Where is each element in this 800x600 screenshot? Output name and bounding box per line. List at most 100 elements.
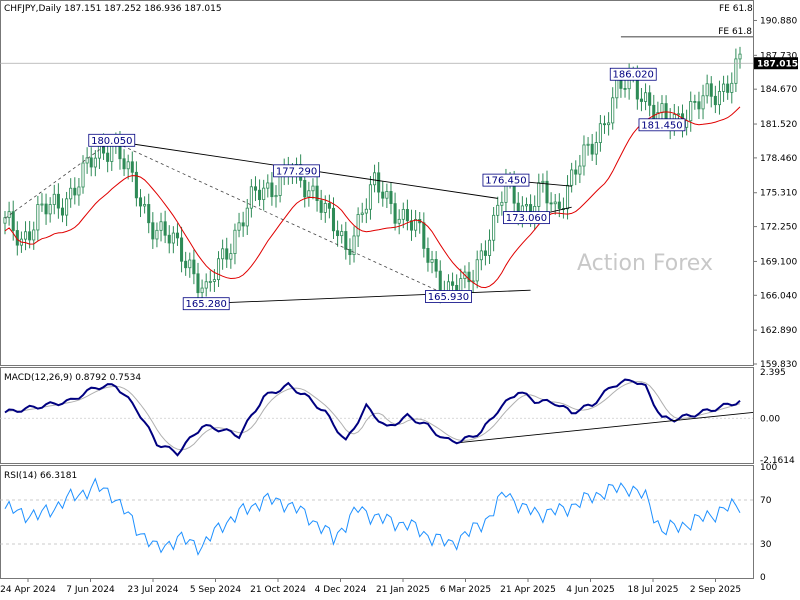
candle-body (652, 104, 656, 121)
price-annotation-box (482, 173, 530, 187)
price-tick-label: 187.730 (760, 51, 797, 61)
candle-body (713, 95, 717, 106)
candle-body (60, 207, 65, 216)
price-annotation-label: 177.290 (276, 166, 317, 177)
candle-body (578, 165, 582, 175)
candle-body (159, 221, 163, 231)
candle-body (221, 248, 225, 260)
candle-body (56, 193, 60, 209)
candle-body (184, 260, 188, 269)
rsi-line (4, 477, 741, 556)
candle-body (147, 204, 151, 224)
candle-body (689, 101, 693, 122)
candle-body (208, 281, 212, 283)
candle-body (303, 179, 307, 198)
price-annotation-label: 165.280 (186, 299, 227, 310)
candle-body (315, 185, 319, 202)
candle-body (385, 191, 389, 199)
macd-layer: MACD(12,26,9) 0.8792 0.7534 (0, 373, 754, 457)
candle-body (467, 271, 471, 283)
candle-body (364, 208, 368, 214)
candle-body (524, 204, 529, 207)
candle-body (44, 203, 48, 215)
price-annotation-box (273, 164, 320, 178)
price-annotation-box (609, 67, 657, 81)
candle-body (459, 278, 463, 293)
candle-body (446, 281, 450, 292)
candle-body (500, 201, 504, 206)
candle-body (249, 186, 253, 209)
candle-body (582, 144, 586, 167)
macd-trendline (460, 412, 754, 443)
price-tick-label: 162.890 (760, 326, 797, 336)
price-annotation-box (638, 118, 686, 132)
candle-body (352, 235, 356, 256)
candle-body (475, 259, 479, 282)
candle-body (377, 172, 381, 193)
price-tick-label: 159.830 (760, 360, 797, 370)
price-annotation-box (425, 290, 472, 303)
candle-body (274, 195, 278, 198)
price-annotation-label: 181.450 (641, 120, 682, 131)
candle-body (611, 97, 615, 124)
candle-body (426, 248, 430, 263)
candle-body (307, 190, 311, 198)
candle-body (397, 218, 401, 224)
axis-layer: 190.880 187.730 184.670 181.520 178.460 175.3… (0, 16, 798, 595)
candle-body (163, 221, 167, 236)
candle-body (319, 200, 323, 213)
fe-top-label: FE 61.8 (719, 4, 753, 14)
candle-body (496, 204, 500, 216)
candle-body (89, 157, 93, 168)
candle-body (409, 220, 414, 231)
candle-body (311, 185, 315, 192)
candle-body (434, 259, 438, 272)
candle-body (48, 204, 52, 215)
candle-body (574, 169, 578, 175)
candle-body (368, 184, 372, 210)
candle-body (225, 248, 229, 260)
symbol-header: CHFJPY,Daily 187.151 187.252 186.936 187… (4, 4, 222, 14)
macd-tick-label: -2.1614 (760, 456, 795, 466)
candle-body (602, 123, 607, 126)
x-tick-label: 21 Apr 2025 (500, 585, 556, 595)
candle-body (126, 161, 130, 170)
candle-body (28, 231, 32, 241)
candle-body (122, 158, 126, 170)
dashed-trendline-left (4, 140, 112, 219)
candle-body (730, 82, 734, 93)
candle-body (32, 229, 36, 241)
candle-body (414, 219, 418, 231)
price-annotation-label: 165.930 (428, 292, 469, 303)
candle-body (557, 201, 561, 209)
candle-body (607, 122, 611, 126)
x-tick-label: 4 Jun 2025 (566, 585, 614, 595)
candle-body (430, 259, 434, 263)
x-tick-label: 6 Mar 2025 (440, 585, 491, 595)
candle-body (270, 182, 274, 198)
candle-body (36, 204, 40, 231)
price-annotation-box (88, 133, 136, 147)
price-annotation-label: 176.450 (485, 176, 526, 187)
price-annotation-box (503, 211, 550, 225)
candle-body (701, 95, 705, 110)
price-tick-label: 190.880 (760, 16, 797, 26)
candle-body (110, 144, 114, 162)
price-layer: FE 61.8 180.050 177.290 165.280 165.930 176.4… (0, 27, 753, 310)
candle-body (590, 143, 594, 155)
candle-body (81, 162, 85, 188)
candle-body (65, 198, 69, 216)
candle-body (134, 171, 138, 199)
price-tick-label: 175.310 (760, 189, 797, 199)
candle-body (336, 230, 340, 237)
candle-body (487, 239, 492, 256)
candle-body (138, 197, 143, 207)
candle-body (73, 187, 77, 196)
fe-level-label: FE 61.8 (718, 27, 752, 37)
candle-body (541, 180, 545, 184)
x-tick-label: 21 Oct 2024 (250, 585, 306, 595)
candle-body (331, 207, 336, 232)
candle-body (85, 157, 89, 164)
price-tick-label: 172.250 (760, 223, 797, 233)
